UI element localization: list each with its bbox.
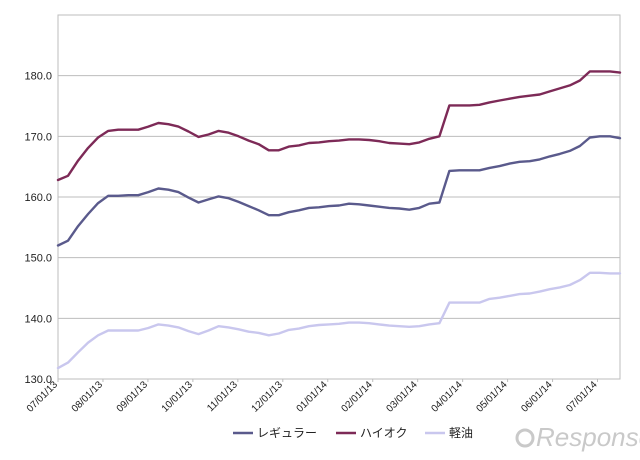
y-tick-label: 140.0 bbox=[24, 313, 52, 325]
legend-label: ハイオク bbox=[360, 426, 408, 440]
gridlines bbox=[57, 14, 621, 380]
x-tick-label: 04/01/14 bbox=[429, 379, 465, 415]
x-tick-label: 08/01/13 bbox=[70, 379, 106, 415]
x-tick-label: 01/01/14 bbox=[295, 379, 331, 415]
legend-label: 軽油 bbox=[449, 426, 473, 440]
watermark-mark bbox=[515, 428, 535, 448]
x-tick-label: 03/01/14 bbox=[384, 379, 420, 415]
watermark-logo: Response. bbox=[515, 422, 640, 452]
x-tick-label: 10/01/13 bbox=[160, 379, 196, 415]
y-tick-label: 150.0 bbox=[24, 253, 52, 265]
series-line bbox=[56, 271, 622, 370]
x-tick-label: 07/01/14 bbox=[564, 379, 600, 415]
x-tick-label: 11/01/13 bbox=[205, 379, 240, 414]
x-axis-ticks: 07/01/13 08/01/13 09/01/13 10/01/13 11/01/13… bbox=[25, 379, 600, 415]
y-tick-label: 180.0 bbox=[24, 71, 52, 83]
series-lines bbox=[56, 70, 622, 370]
watermark-text: Response. bbox=[536, 422, 640, 452]
legend-label: レギュラー bbox=[257, 426, 317, 440]
x-tick-label: 09/01/13 bbox=[115, 379, 151, 415]
y-tick-label: 170.0 bbox=[24, 131, 52, 143]
y-tick-label: 160.0 bbox=[24, 192, 52, 204]
x-tick-label: 06/01/14 bbox=[519, 379, 555, 415]
legend: レギュラー ハイオク 軽油 bbox=[233, 426, 473, 440]
series-line bbox=[56, 70, 622, 182]
y-tick-label: 130.0 bbox=[24, 374, 52, 386]
series-line bbox=[56, 135, 622, 247]
y-axis-ticks: 130.0 140.0 150.0 160.0 170.0 180.0 bbox=[24, 71, 52, 386]
x-tick-label: 05/01/14 bbox=[474, 379, 510, 415]
x-tick-label: 02/01/14 bbox=[340, 379, 376, 415]
x-tick-label: 12/01/13 bbox=[250, 379, 286, 415]
